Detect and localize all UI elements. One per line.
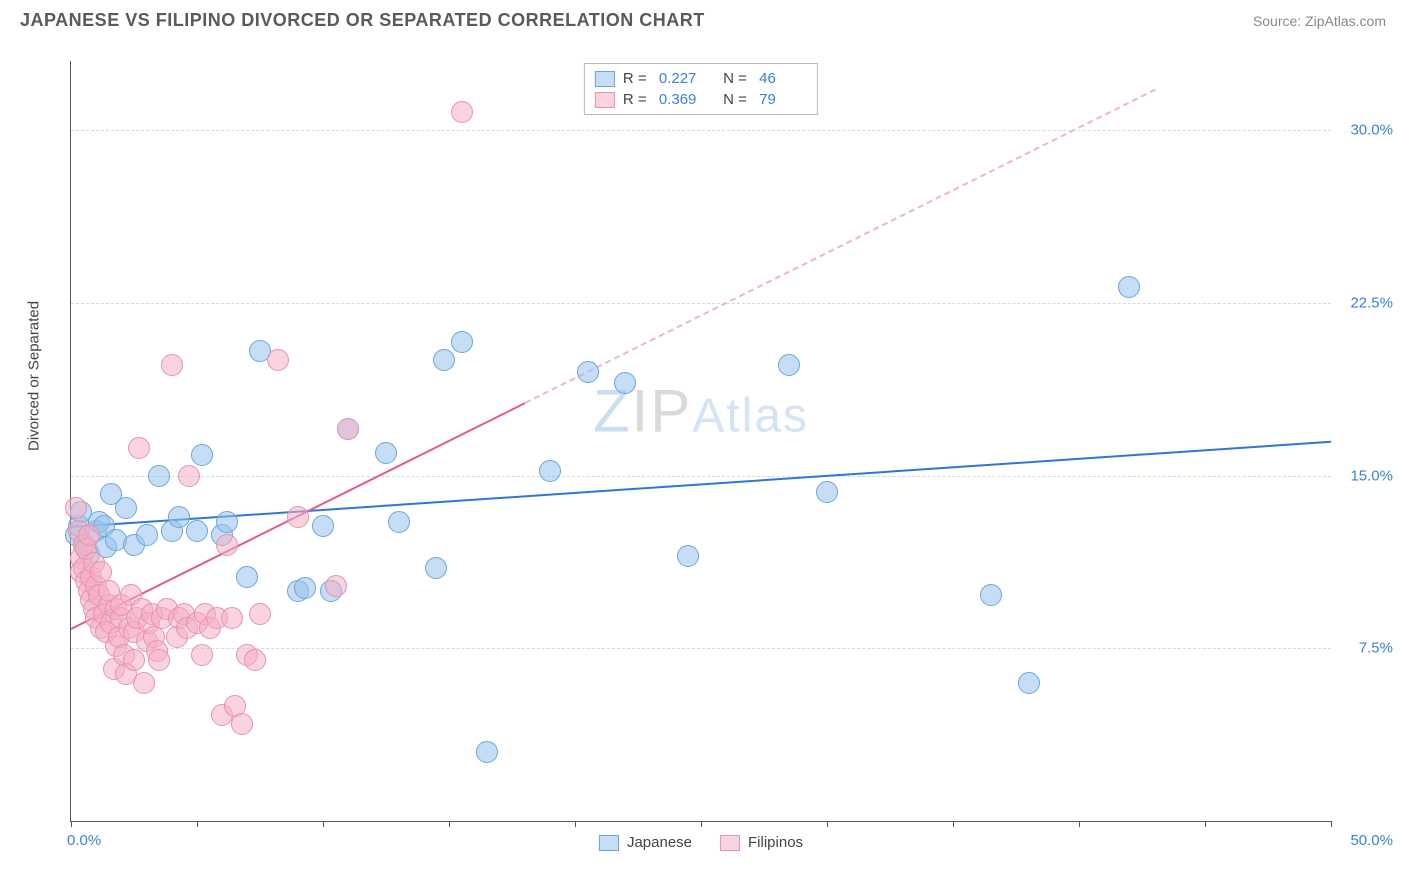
x-tick [1079, 821, 1080, 827]
data-point-filipinos [178, 465, 200, 487]
y-tick-label: 30.0% [1338, 122, 1393, 139]
legend-r-label: R = [623, 91, 651, 108]
legend-r-value: 0.227 [659, 70, 707, 87]
x-tick [323, 821, 324, 827]
data-point-japanese [136, 524, 158, 546]
data-point-filipinos [216, 534, 238, 556]
gridline-h [71, 130, 1331, 131]
x-axis-max-label: 50.0% [1350, 832, 1393, 849]
source-prefix: Source: [1253, 13, 1305, 29]
data-point-filipinos [128, 437, 150, 459]
trendline-japanese [71, 441, 1331, 528]
x-tick [827, 821, 828, 827]
data-point-japanese [236, 566, 258, 588]
data-point-japanese [294, 577, 316, 599]
legend-stats: R = 0.227 N = 46R = 0.369 N = 79 [584, 63, 818, 115]
watermark-ip: IP [632, 377, 693, 444]
gridline-h [71, 476, 1331, 477]
legend-stats-row: R = 0.227 N = 46 [595, 68, 807, 89]
legend-swatch [599, 835, 619, 851]
data-point-japanese [476, 741, 498, 763]
data-point-filipinos [123, 649, 145, 671]
data-point-japanese [312, 515, 334, 537]
plot-area: ZIPAtlas R = 0.227 N = 46R = 0.369 N = 7… [70, 61, 1331, 822]
legend-item: Filipinos [720, 834, 803, 851]
x-axis-min-label: 0.0% [67, 832, 101, 849]
x-tick [1331, 821, 1332, 827]
data-point-japanese [451, 331, 473, 353]
data-point-filipinos [221, 607, 243, 629]
chart-title: JAPANESE VS FILIPINO DIVORCED OR SEPARAT… [20, 10, 705, 31]
data-point-japanese [148, 465, 170, 487]
legend-n-value: 46 [759, 70, 807, 87]
legend-swatch [595, 92, 615, 108]
x-tick [197, 821, 198, 827]
data-point-filipinos [244, 649, 266, 671]
legend-stats-row: R = 0.369 N = 79 [595, 89, 807, 110]
watermark-atlas: Atlas [692, 389, 809, 442]
data-point-japanese [577, 361, 599, 383]
legend-label: Filipinos [748, 834, 803, 851]
x-tick [449, 821, 450, 827]
data-point-japanese [778, 354, 800, 376]
data-point-filipinos [451, 101, 473, 123]
data-point-filipinos [267, 349, 289, 371]
legend-r-value: 0.369 [659, 91, 707, 108]
y-tick-label: 22.5% [1338, 294, 1393, 311]
data-point-japanese [216, 511, 238, 533]
x-tick [575, 821, 576, 827]
y-tick-label: 15.0% [1338, 467, 1393, 484]
data-point-japanese [980, 584, 1002, 606]
gridline-h [71, 303, 1331, 304]
trendline-dashed-filipinos [524, 89, 1155, 404]
data-point-filipinos [161, 354, 183, 376]
data-point-japanese [425, 557, 447, 579]
legend-swatch [720, 835, 740, 851]
data-point-filipinos [231, 713, 253, 735]
data-point-filipinos [148, 649, 170, 671]
legend-n-value: 79 [759, 91, 807, 108]
data-point-japanese [388, 511, 410, 533]
x-tick [71, 821, 72, 827]
x-tick [1205, 821, 1206, 827]
legend-swatch [595, 71, 615, 87]
data-point-filipinos [249, 603, 271, 625]
data-point-japanese [614, 372, 636, 394]
data-point-japanese [433, 349, 455, 371]
data-point-filipinos [78, 524, 100, 546]
data-point-japanese [1018, 672, 1040, 694]
data-point-japanese [375, 442, 397, 464]
data-point-japanese [186, 520, 208, 542]
legend-item: Japanese [599, 834, 692, 851]
data-point-filipinos [287, 506, 309, 528]
data-point-japanese [816, 481, 838, 503]
data-point-filipinos [325, 575, 347, 597]
legend-label: Japanese [627, 834, 692, 851]
data-point-filipinos [337, 418, 359, 440]
data-point-japanese [677, 545, 699, 567]
legend-n-label: N = [715, 70, 751, 87]
legend-r-label: R = [623, 70, 651, 87]
data-point-japanese [115, 497, 137, 519]
chart-container: Divorced or Separated ZIPAtlas R = 0.227… [20, 41, 1386, 861]
legend-n-label: N = [715, 91, 751, 108]
x-tick [701, 821, 702, 827]
y-axis-title: Divorced or Separated [26, 301, 43, 451]
data-point-filipinos [133, 672, 155, 694]
legend-series: Japanese Filipinos [599, 834, 803, 851]
data-point-japanese [1118, 276, 1140, 298]
data-point-japanese [539, 460, 561, 482]
y-tick-label: 7.5% [1338, 640, 1393, 657]
x-tick [953, 821, 954, 827]
source-label: Source: ZipAtlas.com [1253, 13, 1386, 29]
data-point-japanese [191, 444, 213, 466]
source-value: ZipAtlas.com [1305, 13, 1386, 29]
data-point-filipinos [65, 497, 87, 519]
data-point-filipinos [191, 644, 213, 666]
